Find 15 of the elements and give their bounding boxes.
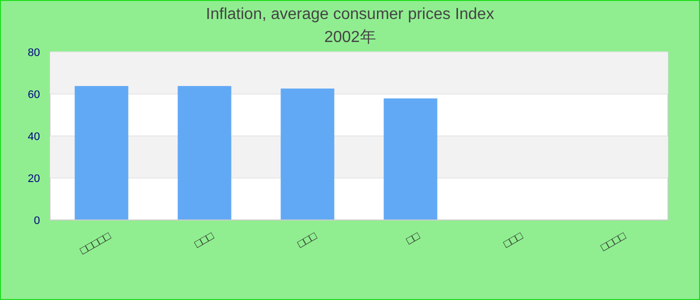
y-tick-label: 20 (28, 172, 40, 185)
x-tick-label: □□□ (502, 230, 526, 251)
bar (384, 98, 438, 220)
x-tick-label: □□□ (296, 230, 320, 251)
y-tick-label: 60 (28, 88, 40, 101)
bar (178, 86, 232, 220)
chart-title: Inflation, average consumer prices Index (206, 6, 494, 23)
chart-subtitle: 2002年 (324, 29, 376, 46)
x-tick-label: □□ (404, 230, 422, 248)
bar (74, 86, 128, 220)
x-tick-label: □□□ (192, 230, 216, 251)
y-tick-label: 0 (34, 214, 40, 227)
y-tick-label: 40 (28, 130, 40, 143)
bar (280, 88, 334, 220)
y-tick-label: 80 (28, 46, 40, 59)
